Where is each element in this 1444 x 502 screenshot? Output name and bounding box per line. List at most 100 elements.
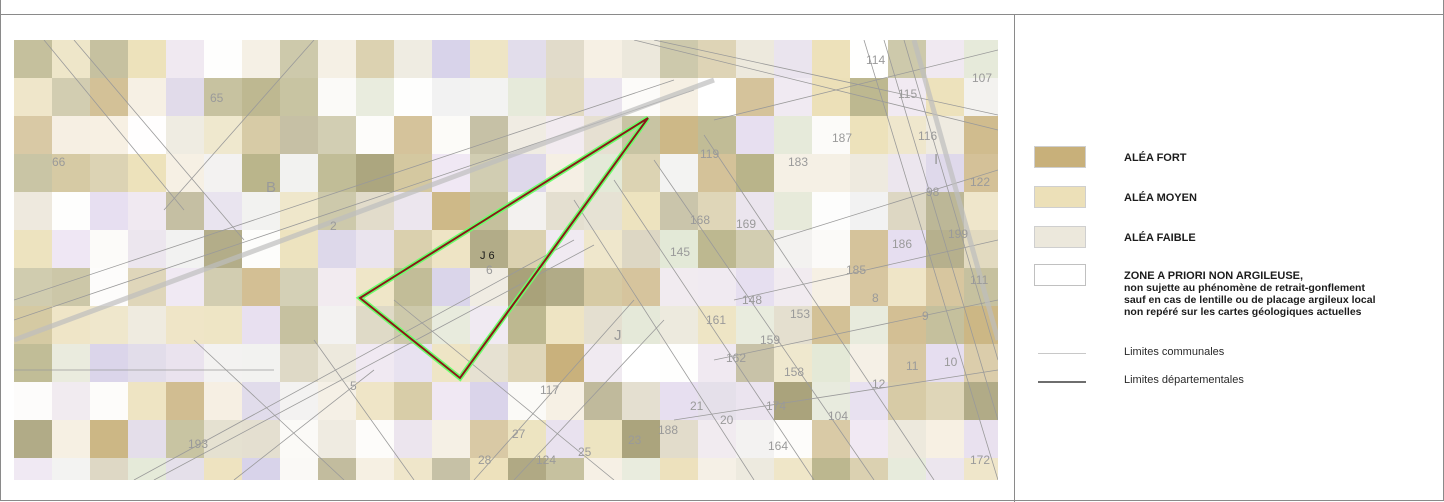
hazard-tile [52,268,90,306]
hazard-tile [888,458,926,480]
hazard-tile [546,382,584,420]
hazard-tile [242,78,280,116]
hazard-tile [584,306,622,344]
hazard-tile [470,382,508,420]
parcel-label-23: 23 [628,433,642,447]
hazard-tile [356,116,394,154]
hazard-tile [204,268,242,306]
legend-label-moyen: ALÉA MOYEN [1124,192,1197,204]
hazard-tile [926,306,964,344]
hazard-tile [128,192,166,230]
hazard-tile [90,154,128,192]
panel-divider [1014,14,1015,502]
hazard-tile [204,458,242,480]
hazard-tile [622,230,660,268]
hazard-tile [774,344,812,382]
hazard-tile [508,344,546,382]
hazard-tile [166,192,204,230]
map-canvas: 65 66 B 2 6 5 193 117 27 28 124 25 23 18… [14,40,998,480]
hazard-tile [166,458,204,480]
parcel-label-193: 193 [188,437,208,451]
parcel-label-188: 188 [658,423,678,437]
hazard-tile [812,116,850,154]
hazard-tile [90,40,128,78]
hazard-tile [356,78,394,116]
hazard-tile [660,192,698,230]
hazard-tile [660,382,698,420]
hazard-tile [128,154,166,192]
hazard-tile [736,230,774,268]
hazard-tile [280,344,318,382]
hazard-tile [508,382,546,420]
hazard-tile [660,306,698,344]
hazard-tile [622,344,660,382]
hazard-tile [394,116,432,154]
hazard-tile [14,78,52,116]
hazard-tile [356,458,394,480]
hazard-tile [280,78,318,116]
hazard-tile [90,306,128,344]
parcel-label-122: 122 [970,175,990,189]
hazard-tile [508,306,546,344]
hazard-tile [242,192,280,230]
hazard-tile [850,420,888,458]
hazard-tile [698,40,736,78]
parcel-label-168: 168 [690,213,710,227]
hazard-tile [508,40,546,78]
hazard-tile [356,154,394,192]
hazard-tile [508,458,546,480]
parcel-label-104: 104 [828,409,848,423]
legend-swatch-moyen [1034,186,1086,208]
hazard-tile [318,420,356,458]
parcel-label-28: 28 [478,453,492,467]
hazard-tile [128,458,166,480]
parcel-label-172: 172 [970,453,990,467]
hazard-tile [850,268,888,306]
hazard-tile [812,268,850,306]
legend-swatch-non-argileuse [1034,264,1086,286]
hazard-tile [318,230,356,268]
hazard-tile [964,192,998,230]
parcel-label-185: 185 [846,263,866,277]
hazard-tile [204,154,242,192]
hazard-tile [14,382,52,420]
hazard-tile [280,458,318,480]
parcel-label-9: 9 [922,309,929,323]
legend-label-faible: ALÉA FAIBLE [1124,232,1196,244]
hazard-tile [90,458,128,480]
hazard-tile [280,116,318,154]
hazard-tile [432,420,470,458]
hazard-tile [128,382,166,420]
hazard-tile [14,116,52,154]
hazard-tile [432,382,470,420]
hazard-tile [318,78,356,116]
hazard-tile [736,268,774,306]
parcel-label-12: 12 [872,377,886,391]
hazard-tile [470,230,508,268]
hazard-tile [90,344,128,382]
hazard-tile [660,116,698,154]
hazard-tile [660,268,698,306]
hazard-tile [204,420,242,458]
hazard-tile [318,40,356,78]
parcel-label-10: 10 [944,355,958,369]
selected-parcel[interactable] [355,115,651,382]
hazard-tile [622,192,660,230]
parcel-label-116: 116 [918,129,937,143]
parcel-label-115: 115 [898,87,917,101]
hazard-tile [90,78,128,116]
parcel-label-145: 145 [670,245,690,259]
hazard-tile [888,382,926,420]
hazard-tile [812,458,850,480]
parcel-label-111: 111 [970,273,989,287]
section-label-j: J [614,327,622,344]
parcel-label-169: 169 [736,217,756,231]
hazard-tile [698,344,736,382]
parcel-label-65: 65 [210,91,224,105]
hazard-tile [394,382,432,420]
hazard-tiles [14,40,998,480]
hazard-map[interactable]: 65 66 B 2 6 5 193 117 27 28 124 25 23 18… [14,40,998,480]
hazard-tile [128,78,166,116]
hazard-tile [774,382,812,420]
hazard-tile [90,420,128,458]
